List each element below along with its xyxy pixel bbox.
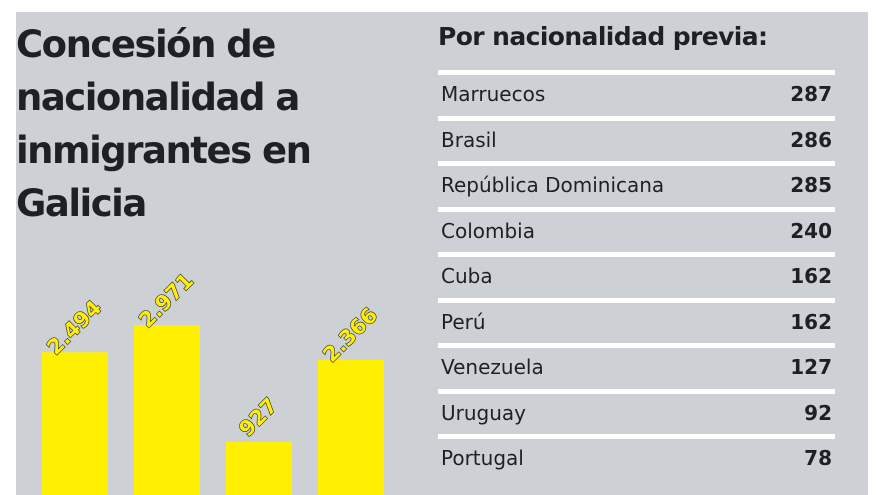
bar-value-label: 927 <box>234 393 282 441</box>
table-row: Marruecos 287 <box>438 70 835 115</box>
table-row: Venezuela 127 <box>438 343 835 388</box>
table-title: Por nacionalidad previa: <box>438 22 768 51</box>
country-name: Cuba <box>441 264 493 288</box>
table-row: Brasil 286 <box>438 115 835 161</box>
country-name: Colombia <box>441 218 535 243</box>
country-name: Portugal <box>441 446 524 470</box>
table-row: Portugal 78 <box>438 434 835 479</box>
country-value: 162 <box>790 309 832 334</box>
country-name: Brasil <box>441 127 497 152</box>
country-value: 78 <box>804 446 832 470</box>
table-row: Perú 162 <box>438 297 835 343</box>
bar <box>226 441 292 495</box>
country-value: 286 <box>790 127 832 152</box>
bar <box>134 325 200 495</box>
country-name: Uruguay <box>441 400 526 425</box>
country-name: Perú <box>441 309 486 334</box>
country-value: 92 <box>804 400 832 425</box>
chart-title: Concesión de nacionalidad a inmigrantes … <box>16 23 312 225</box>
country-value: 162 <box>790 264 832 288</box>
bar <box>42 352 108 495</box>
table-row: Cuba 162 <box>438 252 835 297</box>
country-name: Marruecos <box>441 82 546 106</box>
country-value: 240 <box>790 218 832 243</box>
bar-value-label: 2.971 <box>134 268 198 332</box>
country-value: 287 <box>790 82 832 106</box>
bar-value-label: 2.366 <box>318 303 382 367</box>
country-name: Venezuela <box>441 355 544 379</box>
table-row: República Dominicana 285 <box>438 161 835 206</box>
table-row: Uruguay 92 <box>438 388 835 434</box>
bar-value-label: 2.494 <box>42 296 106 360</box>
table-row: Colombia 240 <box>438 206 835 252</box>
country-name: República Dominicana <box>441 173 665 197</box>
country-value: 127 <box>790 355 832 379</box>
bar <box>318 359 384 495</box>
country-value: 285 <box>790 173 832 197</box>
